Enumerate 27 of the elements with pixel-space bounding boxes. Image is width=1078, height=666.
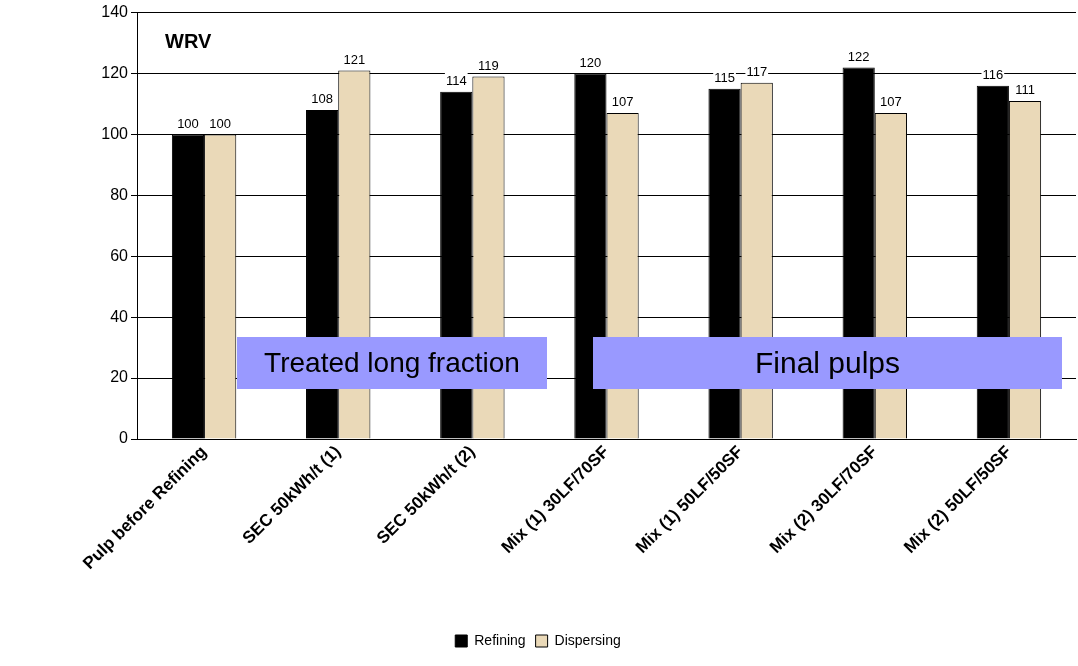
data-label: 115 <box>714 69 735 85</box>
data-label: 116 <box>982 66 1004 82</box>
data-label: 114 <box>445 72 467 88</box>
y-tick-label: 100 <box>101 124 129 142</box>
y-tick-label: 20 <box>110 368 129 386</box>
data-label: 107 <box>611 94 634 110</box>
text: WRV <box>165 30 212 53</box>
y-tick-label: 140 <box>101 3 129 21</box>
data-label: 108 <box>311 91 333 107</box>
data-label: 119 <box>478 57 499 73</box>
data-label: 120 <box>579 54 602 70</box>
data-label: 122 <box>847 48 870 64</box>
data-label: 100 <box>209 115 232 131</box>
data-label: 111 <box>1015 82 1035 97</box>
y-tick-label: 60 <box>110 246 129 264</box>
legend-label: Dispersing <box>554 631 621 648</box>
y-tick-label: 80 <box>110 185 129 203</box>
text-box: Final pulps <box>593 337 1062 389</box>
y-tick-label: 40 <box>110 307 129 325</box>
text-box: Treated long fraction <box>237 337 547 389</box>
data-label: 107 <box>880 94 902 110</box>
data-label: 121 <box>343 51 366 67</box>
data-label: 117 <box>746 63 768 79</box>
data-label: 100 <box>177 115 199 131</box>
y-tick-label: 0 <box>119 429 129 447</box>
legend-label: Refining <box>474 631 526 648</box>
y-tick-label: 120 <box>101 63 129 81</box>
